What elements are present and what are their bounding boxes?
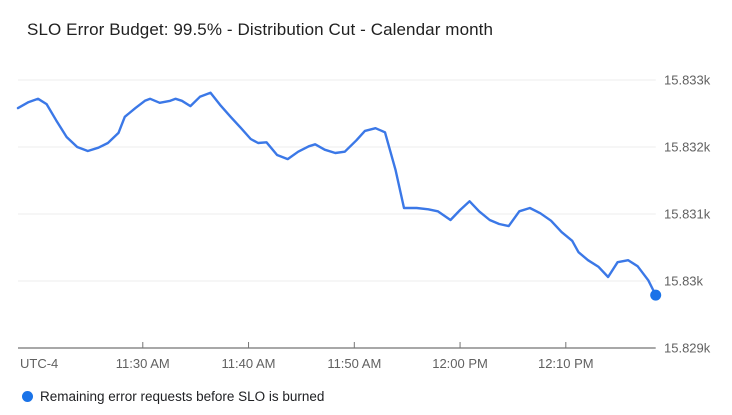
legend-series-label: Remaining error requests before SLO is b… — [40, 389, 325, 404]
x-axis-tick-label: 11:30 AM — [116, 356, 170, 371]
x-axis-tick-label: 11:40 AM — [222, 356, 276, 371]
utc-offset-label: UTC-4 — [20, 356, 58, 371]
y-axis-tick-label: 15.833k — [664, 73, 711, 88]
latest-point-marker[interactable] — [650, 289, 662, 301]
y-axis-tick-label: 15.829k — [664, 341, 711, 356]
series-line[interactable] — [16, 91, 657, 297]
x-axis-tick-label: 12:00 PM — [432, 356, 488, 371]
x-axis-tick-label: 12:10 PM — [538, 356, 594, 371]
x-axis-tick-label: 11:50 AM — [327, 356, 381, 371]
y-axis-tick-label: 15.832k — [664, 140, 711, 155]
legend-series-color-dot-icon — [22, 391, 33, 402]
y-axis-tick-label: 15.83k — [664, 274, 704, 289]
chart-title: SLO Error Budget: 99.5% - Distribution C… — [27, 20, 494, 39]
y-axis-tick-label: 15.831k — [664, 207, 711, 222]
legend-item[interactable]: Remaining error requests before SLO is b… — [22, 388, 324, 405]
